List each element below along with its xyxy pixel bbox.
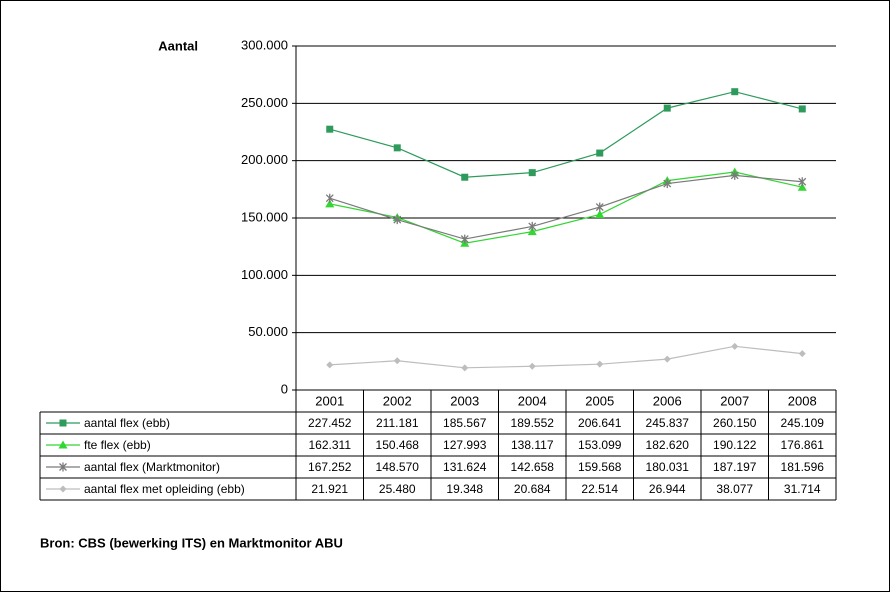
legend-marker [58,440,68,449]
data-point [326,361,334,369]
data-point [663,179,672,189]
table-value: 22.514 [581,482,618,496]
data-point [325,199,335,208]
x-tick-label: 2004 [518,393,547,408]
data-point [663,355,671,363]
x-tick-label: 2006 [653,393,682,408]
data-point [596,149,604,157]
table-value: 148.570 [376,460,420,474]
table-value: 211.181 [376,416,419,430]
table-value: 19.348 [446,482,483,496]
data-point [393,144,401,152]
data-point [798,350,806,358]
legend-marker [59,462,67,472]
data-point [460,234,469,244]
data-point [393,357,401,365]
data-point [528,169,536,177]
table-value: 150.468 [376,438,420,452]
series-line [329,174,803,240]
table-value: 153.099 [578,438,622,452]
table-value: 182.620 [646,438,690,452]
table-value: 142.658 [511,460,555,474]
data-point [731,342,739,350]
legend-label: aantal flex (Marktmonitor) [84,460,220,474]
table-value: 38.077 [716,482,753,496]
data-point [731,88,739,96]
series-line [329,171,803,244]
table-value: 138.117 [511,438,554,452]
y-tick-label: 0 [281,381,288,396]
legend-label: aantal flex met opleiding (ebb) [84,482,245,496]
y-tick-label: 100.000 [241,267,288,282]
table-value: 185.567 [443,416,487,430]
legend-label: fte flex (ebb) [84,438,151,452]
table-value: 25.480 [379,482,416,496]
x-tick-label: 2002 [383,393,412,408]
series-line [329,345,803,369]
data-point [461,173,469,181]
legend-label: aantal flex (ebb) [84,416,170,430]
data-point [528,221,537,231]
y-tick-label: 250.000 [241,95,288,110]
table-value: 260.150 [713,416,757,430]
table-value: 206.641 [578,416,622,430]
x-tick-label: 2001 [315,393,344,408]
x-tick-label: 2007 [720,393,749,408]
table-value: 189.552 [511,416,555,430]
table-value: 159.568 [578,460,622,474]
table-value: 127.993 [443,438,487,452]
table-value: 245.109 [781,416,825,430]
table-value: 187.197 [713,460,757,474]
table-value: 20.684 [514,482,551,496]
y-axis-label: Aantal [158,38,198,53]
data-point [595,209,605,218]
data-point [528,362,536,370]
legend-marker [59,419,67,427]
data-point [393,215,402,225]
data-point [325,193,334,203]
y-tick-label: 150.000 [241,209,288,224]
table-value: 227.452 [308,416,352,430]
table-value: 245.837 [646,416,690,430]
data-point [797,182,807,191]
data-point [326,125,334,133]
table-value: 162.311 [309,438,352,452]
table-value: 167.252 [308,460,352,474]
y-tick-label: 50.000 [248,324,288,339]
table-value: 21.921 [311,482,348,496]
data-point [461,364,469,372]
table-value: 190.122 [713,438,757,452]
table-value: 180.031 [646,460,690,474]
table-value: 31.714 [784,482,821,496]
data-point [730,170,739,180]
table-value: 181.596 [781,460,825,474]
y-tick-label: 300.000 [241,37,288,52]
x-tick-label: 2008 [788,393,817,408]
series-line [329,91,803,178]
y-tick-label: 200.000 [241,152,288,167]
data-point [595,202,604,212]
x-tick-label: 2005 [585,393,614,408]
data-point [798,177,807,187]
data-point [596,360,604,368]
data-point [798,105,806,113]
table-value: 131.624 [443,460,487,474]
data-point [663,104,671,112]
table-value: 26.944 [649,482,686,496]
legend-marker [59,485,67,493]
data-point [527,227,537,236]
source: Bron: CBS (bewerking ITS) en Marktmonito… [40,535,343,550]
table-value: 176.861 [781,438,825,452]
x-tick-label: 2003 [450,393,479,408]
